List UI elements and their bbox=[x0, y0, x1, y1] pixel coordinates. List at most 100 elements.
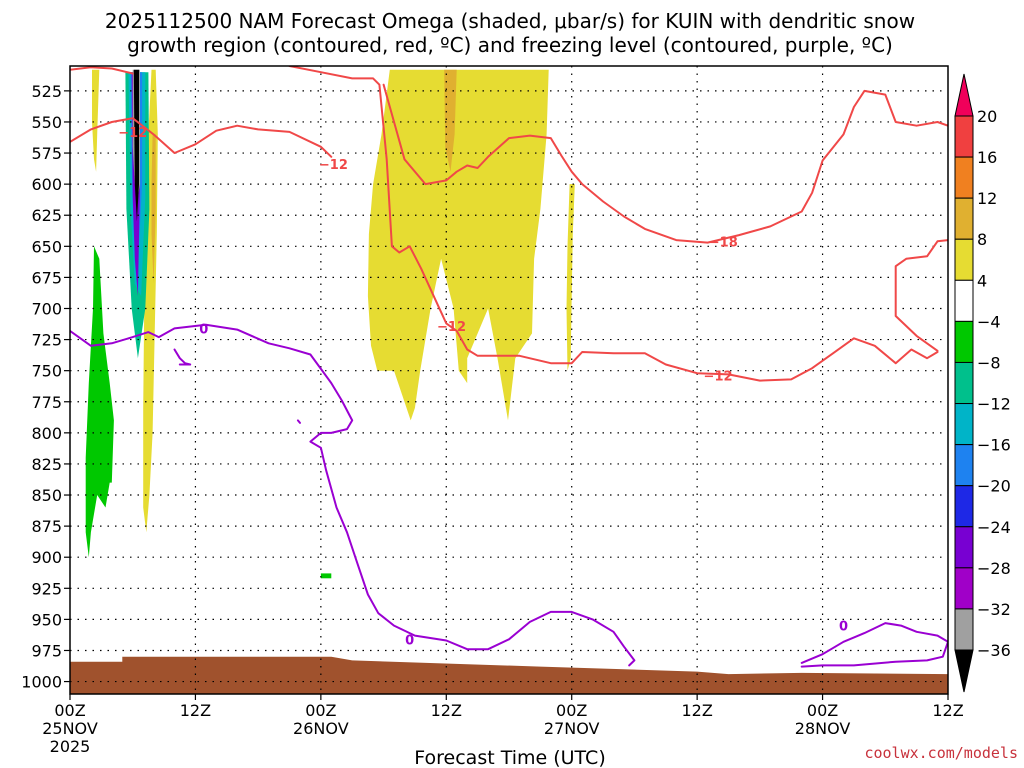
colorbar-swatch-8 bbox=[954, 444, 974, 487]
surface-ground bbox=[70, 656, 948, 694]
y-tick-label-925: 925 bbox=[31, 579, 62, 598]
dgz-minus18 bbox=[382, 83, 948, 244]
y-tick-label-975: 975 bbox=[31, 641, 62, 660]
colorbar-swatch-12 bbox=[954, 608, 974, 651]
contour-label-3: −12 bbox=[704, 370, 733, 385]
x-tick-label-h48-1: 00Z bbox=[556, 701, 587, 720]
x-tick-label-h60-1: 12Z bbox=[681, 701, 712, 720]
y-tick-label-525: 525 bbox=[31, 82, 62, 101]
colorbar-swatch-7 bbox=[954, 403, 974, 446]
y-tick-label-725: 725 bbox=[31, 331, 62, 350]
contour-labels: −12 −12 −12 −12 −18 0 0 0 bbox=[118, 126, 848, 648]
y-tick-label-950: 950 bbox=[31, 610, 62, 629]
y-tick-label-800: 800 bbox=[31, 424, 62, 443]
contour-label-1: −12 bbox=[319, 158, 348, 173]
colorbar-swatch-2 bbox=[954, 197, 974, 240]
colorbar-swatch-0 bbox=[954, 115, 974, 158]
positive-omega-4-8-2 bbox=[367, 69, 549, 421]
dgz-minus12-right-loop bbox=[894, 239, 948, 352]
colorbar-label-9: −20 bbox=[977, 477, 1011, 496]
y-tick-label-600: 600 bbox=[31, 175, 62, 194]
colorbar-swatch-9 bbox=[954, 485, 974, 528]
colorbar-label-1: 16 bbox=[977, 148, 997, 167]
freezing-level-0c-small-loop bbox=[173, 348, 192, 366]
x-tick-label-h0-3: 2025 bbox=[50, 737, 91, 756]
negative-omega-4-8-0 bbox=[85, 246, 114, 558]
contour-label-2: −12 bbox=[437, 320, 466, 335]
colorbar-label-13: −36 bbox=[977, 641, 1011, 660]
colorbar-swatch-1 bbox=[954, 156, 974, 199]
colorbar-label-8: −16 bbox=[977, 436, 1011, 455]
y-tick-label-775: 775 bbox=[31, 393, 62, 412]
y-tick-label-850: 850 bbox=[31, 486, 62, 505]
y-tick-label-1000: 1000 bbox=[21, 673, 62, 692]
colorbar-label-2: 12 bbox=[977, 189, 997, 208]
terrain-layer bbox=[70, 656, 948, 694]
colorbar-label-5: −4 bbox=[977, 312, 1001, 331]
contour-label-7: 0 bbox=[839, 620, 848, 635]
colorbar-label-0: 20 bbox=[977, 107, 997, 126]
y-tick-label-900: 900 bbox=[31, 548, 62, 567]
colorbar-label-12: −32 bbox=[977, 600, 1011, 619]
y-tick-label-625: 625 bbox=[31, 206, 62, 225]
chart-title-line1: 2025112500 NAM Forecast Omega (shaded, μ… bbox=[105, 9, 915, 33]
x-tick-label-h36-1: 12Z bbox=[431, 701, 462, 720]
contour-label-0: −12 bbox=[118, 126, 147, 141]
x-tick-label-h0-1: 00Z bbox=[54, 701, 85, 720]
positive-omega-8-12-0 bbox=[444, 69, 457, 172]
y-tick-label-875: 875 bbox=[31, 517, 62, 536]
contour-label-4: −18 bbox=[709, 235, 738, 250]
negative-omega-le-36-0 bbox=[133, 69, 139, 222]
colorbar-label-11: −28 bbox=[977, 559, 1011, 578]
positive-omega-4-8-1 bbox=[92, 69, 100, 172]
colorbar-swatch-11 bbox=[954, 567, 974, 610]
colorbar-swatch-10 bbox=[954, 526, 974, 569]
x-tick-label-h48-2: 27NOV bbox=[544, 719, 600, 738]
x-tick-label-h72-2: 28NOV bbox=[795, 719, 851, 738]
colorbar-arrow-top bbox=[954, 73, 974, 117]
colorbar-swatch-4 bbox=[954, 279, 974, 322]
freezing-level-0c bbox=[70, 323, 636, 667]
credit-text: coolwx.com/models bbox=[864, 744, 1018, 762]
dgz-minus12-top-edge bbox=[70, 66, 134, 75]
y-axis: 525 550 575 600 625 650 675 700 725 750 775 800 825 8… bbox=[21, 82, 70, 692]
negative-omega-4-8-1 bbox=[320, 573, 332, 579]
colorbar-label-4: 4 bbox=[977, 271, 987, 290]
x-tick-label-h84-1: 12Z bbox=[932, 701, 963, 720]
y-tick-label-550: 550 bbox=[31, 113, 62, 132]
colorbar-label-7: −12 bbox=[977, 395, 1011, 414]
y-tick-label-750: 750 bbox=[31, 362, 62, 381]
y-tick-label-650: 650 bbox=[31, 237, 62, 256]
contour-lines bbox=[70, 66, 948, 668]
colorbar-swatch-5 bbox=[954, 320, 974, 363]
plot-area: −12 −12 −12 −12 −18 0 0 0 bbox=[70, 66, 948, 694]
x-tick-label-h24-2: 26NOV bbox=[293, 719, 349, 738]
colorbar-swatch-3 bbox=[954, 238, 974, 281]
x-tick-label-h0-2: 25NOV bbox=[42, 719, 98, 738]
colorbar-arrow-bottom bbox=[954, 649, 974, 693]
y-tick-label-825: 825 bbox=[31, 455, 62, 474]
y-tick-label-700: 700 bbox=[31, 299, 62, 318]
x-tick-label-h72-1: 00Z bbox=[807, 701, 838, 720]
freezing-level-0c-dot bbox=[296, 419, 301, 424]
colorbar-label-6: −8 bbox=[977, 353, 1001, 372]
plot-frame bbox=[69, 65, 949, 695]
x-tick-label-h24-1: 00Z bbox=[305, 701, 336, 720]
colorbar-label-3: 8 bbox=[977, 230, 987, 249]
y-tick-label-675: 675 bbox=[31, 268, 62, 287]
chart-title-line2: growth region (contoured, red, ºC) and f… bbox=[127, 33, 893, 57]
freezing-level-0c-right bbox=[800, 622, 948, 668]
contour-label-5: 0 bbox=[199, 322, 208, 337]
y-tick-label-575: 575 bbox=[31, 144, 62, 163]
dgz-minus12-upper bbox=[70, 117, 333, 158]
colorbar-swatch-6 bbox=[954, 361, 974, 405]
omega-shading bbox=[85, 69, 575, 579]
x-axis-label: Forecast Time (UTC) bbox=[414, 747, 605, 768]
colorbar: 20 16 12 8 4 −4 −8 −12 −16 −20 −24 −28 −32 −36 bbox=[954, 73, 1011, 693]
positive-omega-4-8-3 bbox=[566, 184, 575, 371]
contour-label-6: 0 bbox=[405, 633, 414, 648]
x-tick-label-h12-1: 12Z bbox=[180, 701, 211, 720]
colorbar-label-10: −24 bbox=[977, 518, 1011, 537]
